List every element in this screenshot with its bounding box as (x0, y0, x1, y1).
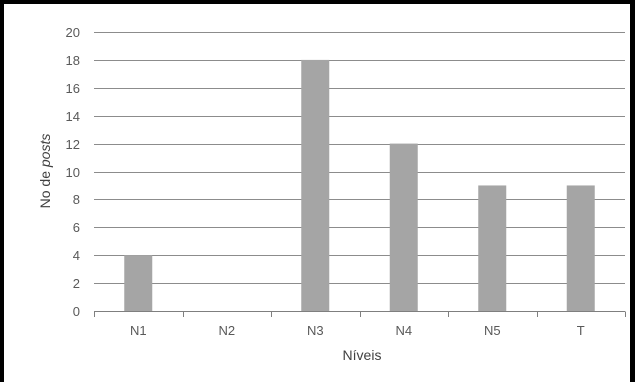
y-axis-title-italic: posts (37, 134, 53, 168)
x-tick-label: T (577, 323, 585, 338)
bar-t (566, 185, 595, 311)
y-tick-label: 6 (73, 220, 80, 235)
x-tick-labels: N1 N2 N3 N4 N5 T (130, 323, 585, 338)
y-tick-label: 20 (66, 25, 80, 40)
bars (124, 59, 595, 312)
x-axis-title: Níveis (343, 347, 382, 363)
bar-n3 (301, 59, 330, 312)
x-tick-label: N5 (484, 323, 501, 338)
y-tick-label: 4 (73, 248, 80, 263)
gridlines (94, 32, 626, 317)
y-tick-label: 0 (73, 304, 80, 319)
y-tick-label: 2 (73, 276, 80, 291)
x-tick-label: N2 (218, 323, 235, 338)
y-tick-label: 14 (66, 109, 80, 124)
x-tick-label: N3 (307, 323, 324, 338)
bar-n5 (478, 185, 507, 311)
y-tick-label: 8 (73, 192, 80, 207)
y-tick-label: 10 (66, 165, 80, 180)
y-tick-label: 16 (66, 81, 80, 96)
y-tick-labels: 0 2 4 6 8 10 12 14 16 18 20 (66, 25, 80, 319)
x-tick-label: N4 (395, 323, 412, 338)
bar-n4 (389, 143, 418, 311)
y-axis-title: No de posts (37, 134, 53, 209)
bar-n1 (124, 255, 153, 311)
y-tick-label: 18 (66, 53, 80, 68)
y-axis-title-prefix: No de (37, 167, 53, 208)
x-tick-label: N1 (130, 323, 147, 338)
y-tick-label: 12 (66, 137, 80, 152)
